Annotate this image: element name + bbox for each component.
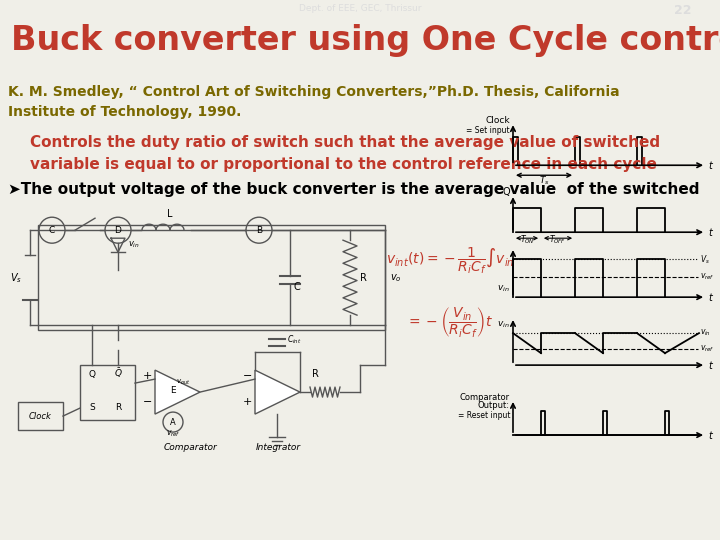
Text: B: B xyxy=(256,226,262,235)
Text: R: R xyxy=(360,273,367,283)
Text: D: D xyxy=(114,226,122,235)
Text: $T_{OFF}$: $T_{OFF}$ xyxy=(549,233,567,246)
Text: +: + xyxy=(243,397,252,407)
Text: $C_{int}$: $C_{int}$ xyxy=(287,333,302,346)
Text: C: C xyxy=(293,282,300,292)
Text: +: + xyxy=(143,371,152,381)
Text: Q: Q xyxy=(89,370,96,379)
Text: $v_{in}$: $v_{in}$ xyxy=(700,328,711,339)
Text: $v_{in}$: $v_{in}$ xyxy=(498,320,510,330)
Text: $v_{int}(t) = -\dfrac{1}{R_i C_f}\int v_{in}$: $v_{int}(t) = -\dfrac{1}{R_i C_f}\int v_… xyxy=(386,245,514,276)
Text: t: t xyxy=(708,161,712,171)
Text: Dept. of EEE, GEC, Thrissur: Dept. of EEE, GEC, Thrissur xyxy=(299,4,421,13)
Text: −: − xyxy=(243,371,252,381)
Text: t: t xyxy=(708,431,712,441)
Text: Clock: Clock xyxy=(29,411,51,421)
Text: $v_{out}$: $v_{out}$ xyxy=(176,378,190,387)
Text: R: R xyxy=(312,369,318,379)
Text: Buck converter using One Cycle control (OCC): Buck converter using One Cycle control (… xyxy=(11,24,720,57)
Text: A: A xyxy=(170,417,176,427)
Text: 22: 22 xyxy=(674,4,691,17)
Text: t: t xyxy=(708,361,712,371)
Text: $v_{in}$: $v_{in}$ xyxy=(498,284,510,294)
Text: Output:: Output: xyxy=(478,401,510,410)
Text: t: t xyxy=(708,228,712,238)
Polygon shape xyxy=(155,370,200,414)
Text: K. M. Smedley, “ Control Art of Switching Converters,”Ph.D. Thesis, California
I: K. M. Smedley, “ Control Art of Switchin… xyxy=(8,85,620,119)
Text: $v_{ref}$: $v_{ref}$ xyxy=(700,344,714,354)
Text: = Set input: = Set input xyxy=(467,126,510,135)
Text: C: C xyxy=(49,226,55,235)
Text: Integrator: Integrator xyxy=(256,443,300,452)
Text: $= -\left(\dfrac{V_{in}}{R_i C_f}\right)t$: $= -\left(\dfrac{V_{in}}{R_i C_f}\right)… xyxy=(406,305,494,339)
Text: E: E xyxy=(170,386,176,395)
Text: $v_{in}$: $v_{in}$ xyxy=(128,240,140,251)
Text: Controls the duty ratio of switch such that the average value of switched
variab: Controls the duty ratio of switch such t… xyxy=(30,135,660,172)
Text: Q: Q xyxy=(503,187,510,197)
Text: $v_{ref}$: $v_{ref}$ xyxy=(700,272,714,282)
Text: Comparator: Comparator xyxy=(460,393,510,402)
Text: $V_s$: $V_s$ xyxy=(700,253,710,266)
Text: ➤The output voltage of the buck converter is the average value  of the switched: ➤The output voltage of the buck converte… xyxy=(8,182,700,197)
Text: R: R xyxy=(115,403,121,412)
Text: Comparator: Comparator xyxy=(163,443,217,452)
Text: −: − xyxy=(143,397,152,407)
Text: t: t xyxy=(708,293,712,303)
Text: L: L xyxy=(167,209,173,219)
Text: = Reset input: = Reset input xyxy=(457,411,510,420)
Text: $T_s$: $T_s$ xyxy=(539,174,549,187)
Polygon shape xyxy=(255,370,300,414)
Text: S: S xyxy=(89,403,95,412)
Text: Clock: Clock xyxy=(485,116,510,125)
Text: $v_{ref}$: $v_{ref}$ xyxy=(166,428,180,438)
Text: $\bar{Q}$: $\bar{Q}$ xyxy=(114,366,122,380)
Text: $v_o$: $v_o$ xyxy=(390,272,402,284)
Text: $T_{ON}$: $T_{ON}$ xyxy=(520,233,534,246)
Text: $V_s$: $V_s$ xyxy=(10,271,22,285)
